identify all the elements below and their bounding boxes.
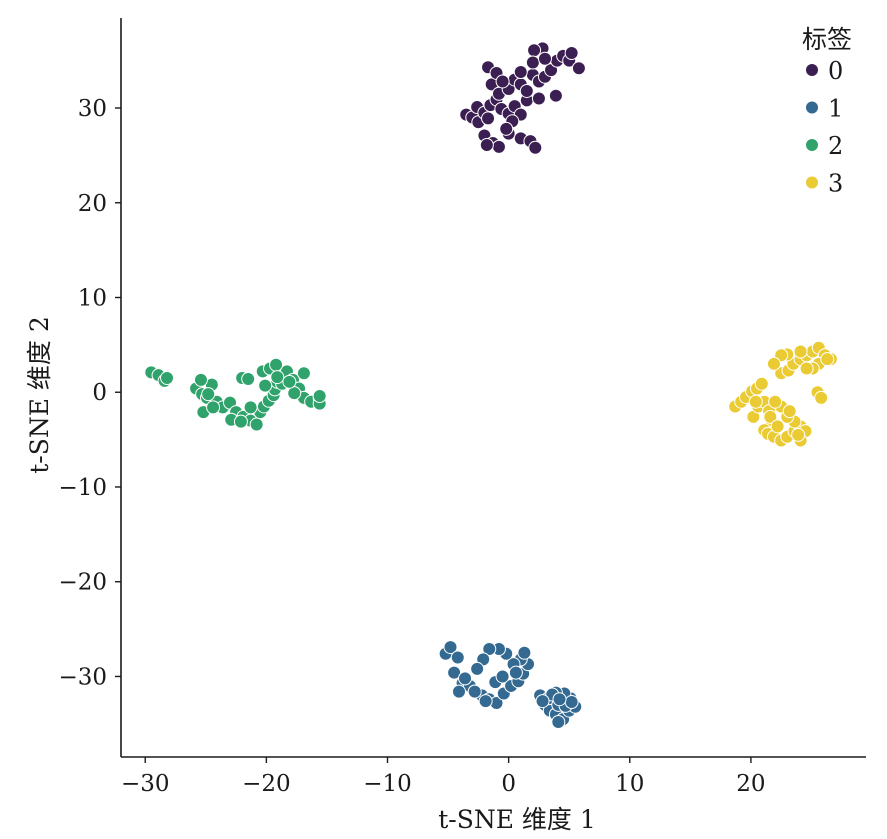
y-tick-label: −30 [58,664,107,690]
data-point [499,121,514,136]
data-point [482,641,497,656]
data-point [525,55,540,70]
data-point [241,371,256,386]
y-tick-label: 10 [78,285,107,311]
x-tick-label: −30 [121,771,170,797]
data-point [451,684,466,699]
data-point [467,684,482,699]
data-point [160,371,175,386]
data-point [206,400,221,415]
series-2 [144,357,327,432]
legend: 标签 0 1 2 3 [802,25,852,198]
legend-label: 2 [828,132,843,160]
data-point [564,46,579,61]
data-point [513,65,528,80]
data-point [528,140,543,155]
data-point [763,409,778,424]
data-point [754,376,769,391]
data-point [770,419,785,434]
data-point [495,669,510,684]
data-point [519,83,534,98]
ticks: −30 −20 −10 0 10 20 30 20 10 0 −10 −20 −30 [58,96,765,797]
x-tick-label: 0 [501,771,516,797]
legend-item: 1 [805,95,843,123]
data-point [799,361,814,376]
legend-label: 1 [828,95,843,123]
x-axis-title: t-SNE 维度 1 [438,805,596,834]
data-point [193,372,208,387]
data-point [443,640,458,655]
data-point [793,344,808,359]
legend-label: 0 [828,57,843,85]
data-point [269,357,284,372]
data-point [450,650,465,665]
data-point [527,43,542,58]
axes [120,18,866,758]
legend-marker [805,175,819,190]
data-point [249,417,264,432]
legend-item: 3 [805,170,843,198]
series-0 [459,41,586,155]
legend-item: 2 [805,132,843,160]
data-point [552,692,567,707]
legend-label: 3 [828,170,843,198]
data-point [508,665,523,680]
data-point [201,387,216,402]
data-point [517,645,532,660]
data-point [478,694,493,709]
data-point [481,111,496,126]
data-point [282,374,297,389]
data-point [791,427,806,442]
data-point [748,394,763,409]
data-point [233,414,248,429]
data-point [312,389,327,404]
data-point [258,378,273,393]
data-point [548,88,563,103]
data-point [814,390,829,405]
data-point [495,74,510,89]
series-3 [728,340,838,448]
data-point [491,139,506,154]
series-1 [438,640,583,729]
data-point [270,370,285,385]
data-point [782,404,797,419]
data-points [144,41,838,729]
data-point [296,366,311,381]
legend-marker [805,100,819,115]
data-point [531,91,546,106]
x-tick-label: 20 [736,771,765,797]
data-point [479,137,494,152]
data-point [470,661,485,676]
legend-item: 0 [805,57,843,85]
y-tick-label: −20 [58,570,107,596]
y-axis-title: t-SNE 维度 2 [25,316,54,474]
data-point [564,695,579,710]
data-point [537,51,552,66]
data-point [820,352,835,367]
legend-marker [805,63,819,77]
legend-marker [805,138,819,152]
data-point [535,694,550,709]
data-point [458,671,473,686]
data-point [768,394,783,409]
data-point [447,665,462,680]
y-tick-label: −10 [58,475,107,501]
y-tick-label: 30 [78,96,107,122]
y-tick-label: 0 [92,380,107,406]
x-tick-label: 10 [615,771,644,797]
data-point [551,714,566,729]
data-point [243,400,258,415]
legend-title: 标签 [802,25,852,54]
data-point [571,61,586,76]
y-tick-label: 20 [78,191,107,217]
x-tick-label: −20 [242,771,291,797]
x-tick-label: −10 [363,771,412,797]
data-point [766,356,781,371]
